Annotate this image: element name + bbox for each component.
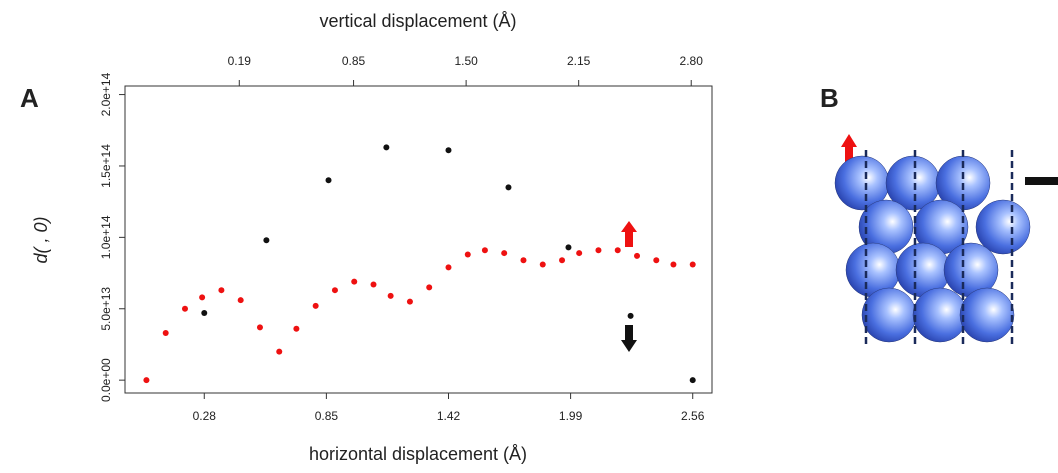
point xyxy=(162,330,169,337)
arrows xyxy=(621,221,637,352)
point xyxy=(464,251,471,258)
x-tick-label: 1.99 xyxy=(559,409,583,423)
point xyxy=(312,302,319,309)
point xyxy=(539,261,546,268)
point xyxy=(689,261,696,268)
point xyxy=(256,324,263,331)
point xyxy=(276,348,283,355)
point xyxy=(505,184,512,191)
point xyxy=(576,250,583,257)
y-tick-label: 1.0e+14 xyxy=(99,215,113,259)
point xyxy=(263,237,270,244)
point xyxy=(445,264,452,271)
x-tick-label: 1.42 xyxy=(437,409,461,423)
y-tick-label: 2.0e+14 xyxy=(99,72,113,116)
x-tick-label: 0.85 xyxy=(315,409,339,423)
x-axis-label: horizontal displacement (Å) xyxy=(309,444,527,464)
point xyxy=(614,247,621,254)
panel-label: B xyxy=(820,83,839,113)
x-tick-label: 0.28 xyxy=(193,409,217,423)
point xyxy=(325,177,332,184)
point xyxy=(520,257,527,264)
x2-tick-label: 2.15 xyxy=(567,54,591,68)
x2-tick-label: 1.50 xyxy=(454,54,478,68)
y-axis-label: d( , 0) xyxy=(31,216,51,263)
point xyxy=(199,294,206,301)
point xyxy=(595,247,602,254)
atom-diagram xyxy=(834,134,1058,345)
point xyxy=(501,250,508,257)
point xyxy=(383,144,390,151)
x2-tick-label: 2.80 xyxy=(680,54,704,68)
point xyxy=(201,310,208,317)
point xyxy=(370,281,377,288)
point xyxy=(218,287,225,294)
point xyxy=(351,278,358,285)
panel-label: A xyxy=(20,83,39,113)
x2-tick-label: 0.85 xyxy=(342,54,366,68)
point xyxy=(689,377,696,384)
y-tick-label: 1.5e+14 xyxy=(99,144,113,188)
point xyxy=(627,312,634,319)
point xyxy=(293,325,300,332)
point xyxy=(559,257,566,264)
point xyxy=(634,252,641,259)
x2-axis-label: vertical displacement (Å) xyxy=(319,11,516,31)
point xyxy=(670,261,677,268)
point xyxy=(406,298,413,305)
point xyxy=(181,305,188,312)
point xyxy=(653,257,660,264)
point xyxy=(387,292,394,299)
point xyxy=(445,147,452,154)
point xyxy=(237,297,244,304)
point xyxy=(331,287,338,294)
point xyxy=(481,247,488,254)
y-tick-label: 5.0e+13 xyxy=(99,287,113,331)
x2-tick-label: 0.19 xyxy=(228,54,252,68)
point xyxy=(143,377,150,384)
x-tick-label: 2.56 xyxy=(681,409,705,423)
point xyxy=(426,284,433,291)
point xyxy=(565,244,572,251)
y-tick-label: 0.0e+00 xyxy=(99,358,113,402)
plot-frame xyxy=(124,85,713,394)
